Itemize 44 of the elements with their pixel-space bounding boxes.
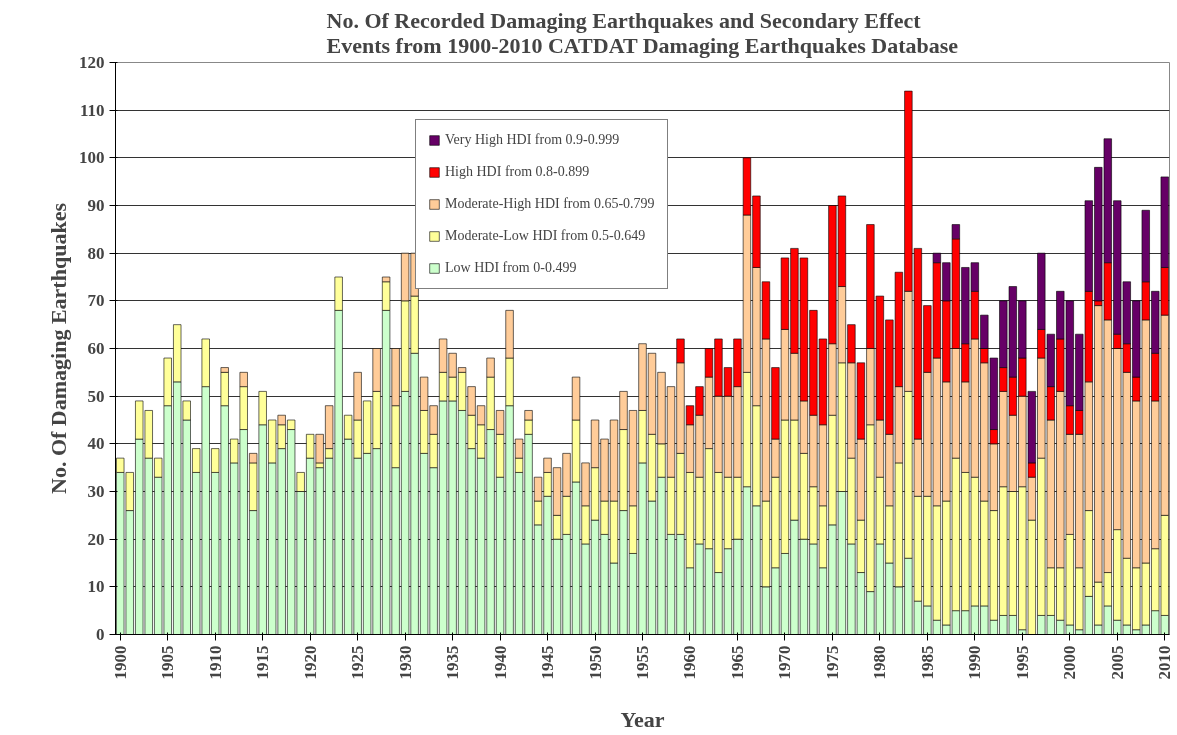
x-tick-label: 1945: [538, 645, 558, 680]
x-tick-label: 1960: [680, 645, 700, 680]
x-tick-label: 1990: [965, 645, 985, 680]
x-tick-label: 1935: [443, 645, 463, 680]
x-tick-label: 1925: [348, 645, 368, 680]
y-tick-label: 30: [87, 482, 105, 501]
y-tick-label: 60: [87, 339, 105, 358]
y-tick-label: 40: [87, 434, 105, 454]
legend-label: Low HDI from 0-0.499: [445, 260, 577, 276]
legend-label: Moderate-Low HDI from 0.5-0.649: [445, 228, 646, 244]
x-tick-label: 1980: [870, 645, 890, 680]
x-tick-label: 1965: [727, 645, 747, 680]
x-tick-label: 1910: [205, 645, 225, 680]
legend-label: Very High HDI from 0.9-0.999: [445, 132, 620, 148]
x-tick-label: 1985: [917, 645, 937, 680]
x-tick-label: 1905: [158, 645, 178, 680]
y-tick-label: 80: [87, 243, 105, 263]
x-tick-label: 1930: [395, 645, 415, 680]
y-tick-label: 20: [87, 529, 105, 549]
x-tick-label: 1970: [775, 645, 795, 680]
x-axis-title: Year: [620, 707, 665, 733]
x-tick-label: 1940: [490, 645, 510, 680]
chart-title: No. Of Recorded Damaging Earthquakes and Secondary Effect Events from 1900-2010 CATDAT Damaging Earthquakes Database: [326, 7, 959, 58]
y-tick-label: 100: [79, 148, 105, 168]
x-tick-label: 1915: [253, 645, 273, 680]
x-tick-label: 1950: [585, 645, 605, 680]
legend-label: Moderate-High HDI from 0.65-0.799: [445, 196, 655, 212]
x-tick-label: 2005: [1107, 645, 1127, 680]
y-tick-label: 0: [96, 625, 105, 644]
x-tick-label: 1995: [1012, 645, 1032, 680]
y-tick-label: 90: [87, 196, 105, 215]
y-tick-label: 70: [87, 291, 105, 311]
x-tick-label: 1900: [110, 645, 130, 680]
x-tick-label: 2000: [1060, 645, 1080, 680]
y-tick-label: 10: [87, 577, 105, 597]
x-tick-label: 1975: [822, 645, 842, 680]
x-tick-label: 1955: [633, 645, 652, 680]
x-tick-label: 1920: [300, 645, 320, 680]
y-axis-title: No. Of Damaging Earthquakes: [46, 202, 71, 494]
x-tick-label: 2010: [1155, 645, 1175, 680]
y-tick-label: 120: [79, 53, 105, 72]
y-tick-label: 50: [87, 386, 105, 406]
y-tick-label: 110: [79, 100, 105, 120]
legend-label: High HDI from 0.8-0.899: [445, 164, 590, 180]
